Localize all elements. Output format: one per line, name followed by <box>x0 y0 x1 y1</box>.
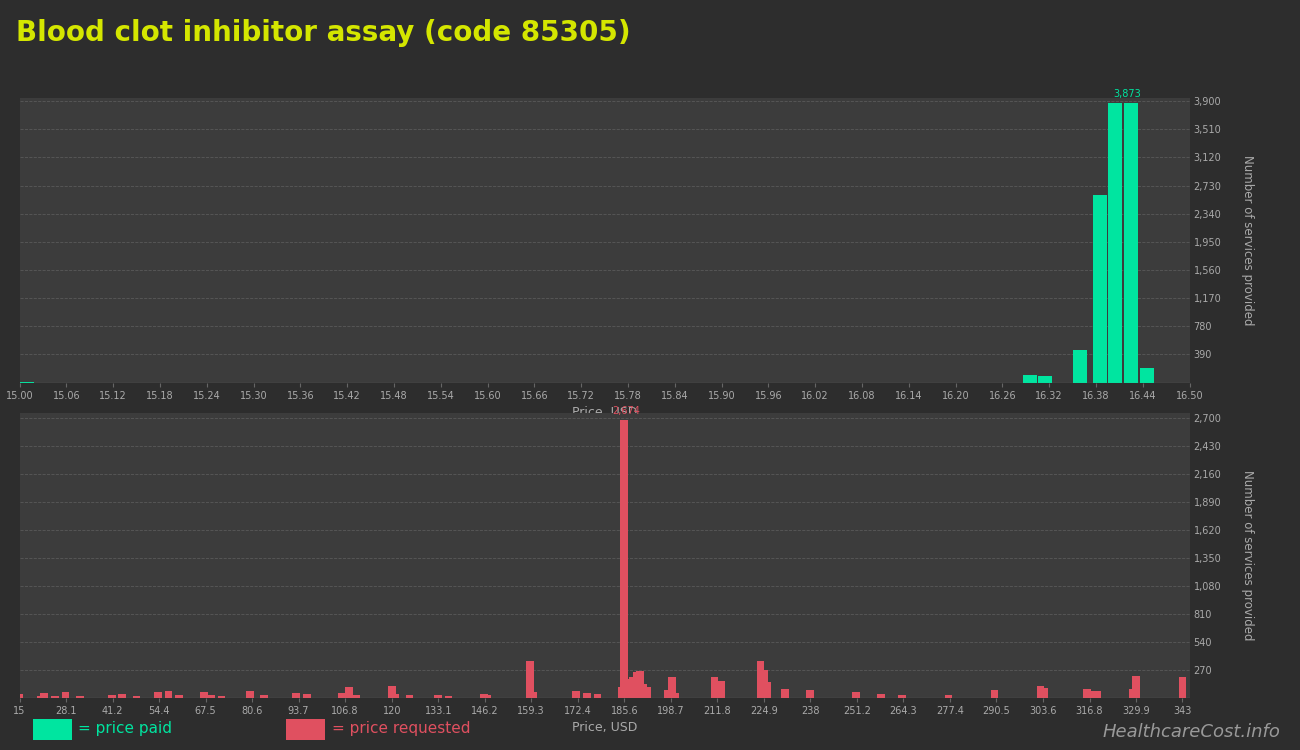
Bar <box>1074 350 1087 382</box>
Bar <box>529 692 537 698</box>
Bar <box>292 693 300 698</box>
Text: = price requested: = price requested <box>332 722 471 736</box>
Text: 2,674: 2,674 <box>612 406 640 416</box>
Bar <box>75 696 83 698</box>
Bar <box>1124 103 1138 382</box>
Text: = price paid: = price paid <box>78 722 172 736</box>
Bar <box>16 694 23 698</box>
Bar <box>1128 689 1136 698</box>
Bar <box>40 693 48 698</box>
Bar <box>61 692 69 698</box>
Bar <box>629 676 637 698</box>
Bar <box>406 695 413 698</box>
Bar <box>445 696 452 698</box>
Bar <box>582 693 590 698</box>
Bar <box>1109 103 1122 382</box>
Bar <box>260 695 268 698</box>
X-axis label: Price, USD: Price, USD <box>572 722 637 734</box>
Bar <box>898 695 906 698</box>
Bar <box>945 695 953 698</box>
Bar <box>1039 376 1052 382</box>
Bar <box>1179 677 1187 698</box>
Bar <box>1093 195 1106 382</box>
Bar <box>153 692 161 698</box>
Bar <box>1023 375 1036 382</box>
Bar <box>619 687 627 698</box>
Bar <box>108 695 116 698</box>
Bar <box>51 697 58 698</box>
Bar <box>1140 368 1153 382</box>
Bar <box>878 694 885 698</box>
Bar <box>338 693 346 698</box>
Text: 3,873: 3,873 <box>1113 88 1141 99</box>
Bar <box>1093 692 1101 698</box>
Bar <box>36 696 44 698</box>
Bar <box>991 690 998 698</box>
Bar <box>165 691 173 698</box>
Bar <box>620 421 628 698</box>
Bar <box>303 694 311 698</box>
Bar <box>594 694 602 698</box>
X-axis label: Price, USD: Price, USD <box>572 406 637 419</box>
Bar <box>118 694 126 698</box>
Text: Blood clot inhibitor assay (code 85305): Blood clot inhibitor assay (code 85305) <box>16 19 630 46</box>
Bar <box>200 692 208 698</box>
Bar <box>207 695 215 698</box>
Bar <box>1040 688 1048 698</box>
Bar <box>246 691 254 698</box>
Bar <box>1087 692 1095 698</box>
Bar <box>526 662 534 698</box>
Bar <box>625 679 633 698</box>
Bar <box>636 670 643 698</box>
Bar <box>853 692 861 698</box>
Bar <box>806 690 814 698</box>
Bar <box>1083 689 1091 698</box>
Bar <box>672 693 680 698</box>
Bar <box>763 682 771 698</box>
Bar <box>718 681 725 698</box>
Y-axis label: Number of services provided: Number of services provided <box>1242 154 1254 326</box>
Bar <box>133 697 140 698</box>
Bar <box>714 684 722 698</box>
Bar <box>757 662 764 698</box>
Bar <box>352 695 360 698</box>
Bar <box>1036 686 1044 698</box>
Bar <box>664 690 672 698</box>
Bar <box>760 670 768 698</box>
Bar <box>1132 676 1140 698</box>
Bar <box>644 687 651 698</box>
Bar <box>640 684 647 698</box>
Bar <box>387 686 395 698</box>
Bar <box>572 692 580 698</box>
Bar <box>217 697 225 698</box>
Text: HealthcareCost.info: HealthcareCost.info <box>1102 723 1280 741</box>
Bar <box>391 694 399 698</box>
Bar <box>346 687 354 698</box>
Bar <box>633 671 641 698</box>
Bar <box>711 676 719 698</box>
Bar <box>434 695 442 698</box>
Bar <box>176 695 183 698</box>
Bar <box>480 694 488 698</box>
Bar <box>781 689 789 698</box>
Bar <box>668 676 676 698</box>
Bar <box>484 695 491 698</box>
Y-axis label: Number of services provided: Number of services provided <box>1242 470 1254 640</box>
